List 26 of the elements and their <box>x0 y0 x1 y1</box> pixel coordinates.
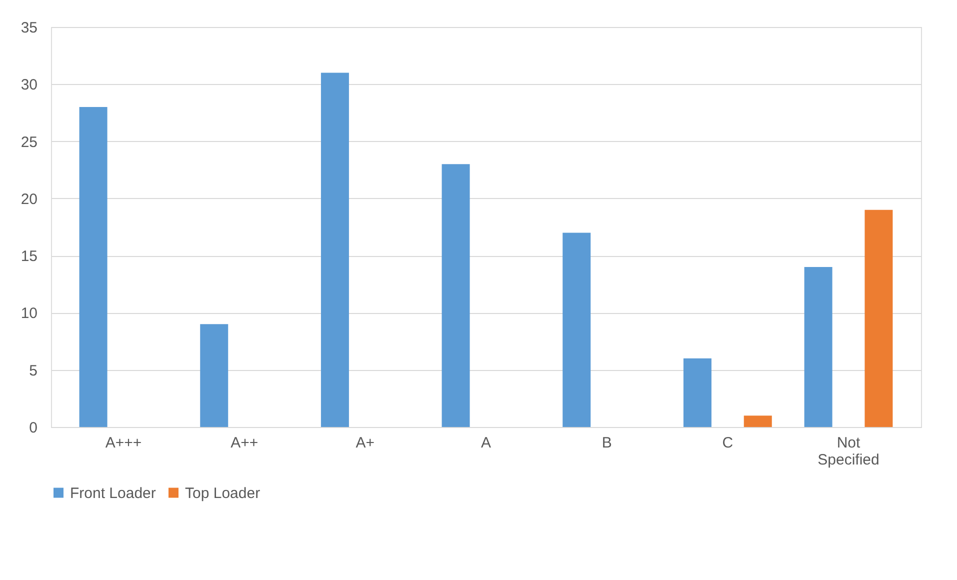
x-tick-label: A++ <box>230 434 258 452</box>
y-tick-label: 5 <box>29 362 38 380</box>
bar <box>562 232 591 427</box>
bar <box>79 107 108 427</box>
y-tick-label: 15 <box>20 248 38 266</box>
bar <box>804 267 832 427</box>
y-tick-label: 30 <box>20 76 38 94</box>
y-tick-label: 10 <box>20 305 38 322</box>
legend-label: Top Loader <box>185 484 260 502</box>
y-tick-label: 0 <box>29 420 38 436</box>
y-tick-label: 20 <box>20 190 38 208</box>
y-tick-label: 25 <box>20 134 38 151</box>
legend-label: Front Loader <box>70 484 156 502</box>
x-tick-label: C <box>722 434 734 452</box>
x-tick-label: A+++ <box>105 434 142 452</box>
bar <box>320 72 349 427</box>
x-tick-label: Not Specified <box>818 434 880 468</box>
bar <box>744 416 772 427</box>
bar <box>442 164 470 427</box>
bar <box>864 210 893 427</box>
bar <box>683 358 712 427</box>
x-tick-label: B <box>602 434 612 452</box>
x-tick-label: A <box>480 434 492 452</box>
y-tick-label: 35 <box>20 20 38 36</box>
bar <box>200 324 228 427</box>
x-tick-label: A+ <box>356 434 375 452</box>
